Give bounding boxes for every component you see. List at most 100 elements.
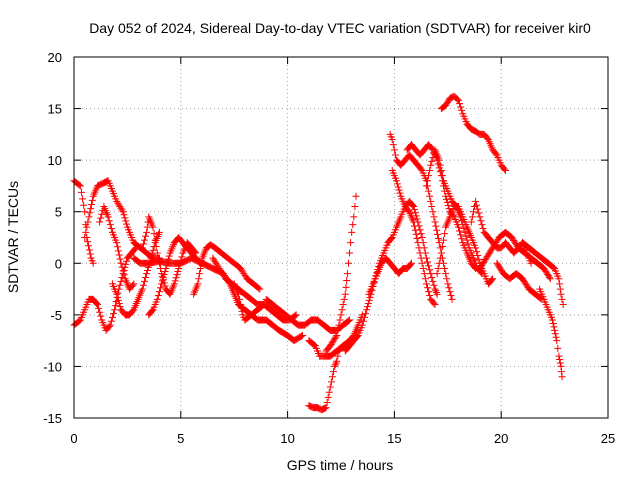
data-point <box>416 249 424 257</box>
data-point <box>427 197 435 205</box>
data-point <box>333 357 341 365</box>
data-point <box>121 214 129 222</box>
data-point <box>418 259 426 267</box>
data-point <box>338 343 346 351</box>
data-point <box>140 236 148 244</box>
data-point <box>494 261 502 269</box>
data-point <box>113 290 121 298</box>
data-point <box>477 263 485 271</box>
data-point <box>441 230 449 238</box>
data-point <box>291 312 299 320</box>
data-point <box>415 244 423 252</box>
data-point <box>238 307 246 315</box>
data-point <box>396 189 404 197</box>
data-point <box>555 352 563 360</box>
data-point <box>425 262 433 270</box>
data-point <box>496 264 504 272</box>
series-trace-5 <box>108 228 163 319</box>
data-point <box>93 300 101 308</box>
data-point <box>430 213 438 221</box>
data-point <box>422 280 430 288</box>
data-point <box>443 275 451 283</box>
data-point <box>480 259 488 267</box>
data-point <box>417 254 425 262</box>
data-point <box>464 240 472 248</box>
data-point <box>143 267 151 275</box>
data-point <box>433 270 441 278</box>
data-point <box>119 267 127 275</box>
data-point <box>325 388 333 396</box>
data-point <box>500 165 508 173</box>
x-axis-label: GPS time / hours <box>287 457 394 473</box>
data-point <box>457 231 465 239</box>
data-point <box>393 177 401 185</box>
series-trace-17 <box>365 254 415 298</box>
data-point <box>343 276 351 284</box>
data-point <box>445 284 453 292</box>
data-point <box>155 228 163 236</box>
data-point <box>344 317 352 325</box>
data-point <box>429 154 437 162</box>
data-point <box>432 287 440 295</box>
data-point <box>330 368 338 376</box>
data-point <box>153 295 161 303</box>
data-point <box>446 288 454 296</box>
data-point <box>119 208 127 216</box>
data-point <box>476 264 484 272</box>
data-point <box>326 383 334 391</box>
data-point <box>290 312 298 320</box>
series-trace-22 <box>433 203 497 288</box>
data-point <box>436 254 444 262</box>
data-point <box>478 221 486 229</box>
data-point <box>473 201 481 209</box>
data-point <box>334 352 342 360</box>
data-point <box>438 172 446 180</box>
data-point <box>155 288 163 296</box>
data-point <box>557 362 565 370</box>
data-point <box>108 313 116 321</box>
data-point <box>497 265 505 273</box>
data-point <box>255 284 263 292</box>
x-tick-label: 15 <box>387 431 401 446</box>
data-point <box>556 280 564 288</box>
data-point <box>431 285 439 293</box>
data-point <box>79 195 87 203</box>
data-point <box>556 359 564 367</box>
data-point <box>324 393 332 401</box>
series-trace-1 <box>70 177 97 267</box>
data-point <box>329 337 337 345</box>
data-point <box>428 157 436 165</box>
data-point <box>429 208 437 216</box>
data-point <box>85 246 93 254</box>
data-point <box>468 213 476 221</box>
data-point <box>111 302 119 310</box>
data-point <box>154 292 162 300</box>
data-point <box>551 326 559 334</box>
data-point <box>138 285 146 293</box>
data-point <box>171 277 179 285</box>
data-point <box>362 310 370 318</box>
data-point <box>485 250 493 258</box>
data-point <box>416 226 424 234</box>
data-point <box>520 278 528 286</box>
data-point <box>363 303 371 311</box>
data-point <box>435 259 443 267</box>
data-point <box>551 330 559 338</box>
data-point <box>454 223 462 231</box>
data-point <box>158 280 166 288</box>
data-point <box>428 203 436 211</box>
data-point <box>412 230 420 238</box>
data-point <box>334 326 342 334</box>
data-point <box>331 334 339 342</box>
data-point <box>411 209 419 217</box>
data-point <box>162 264 170 272</box>
data-point <box>84 218 92 226</box>
data-point <box>519 276 527 284</box>
data-point <box>139 240 147 248</box>
data-point <box>105 217 113 225</box>
data-point <box>411 226 419 234</box>
data-point <box>333 331 341 339</box>
data-point <box>519 275 527 283</box>
data-point <box>142 273 150 281</box>
data-point <box>501 166 509 174</box>
